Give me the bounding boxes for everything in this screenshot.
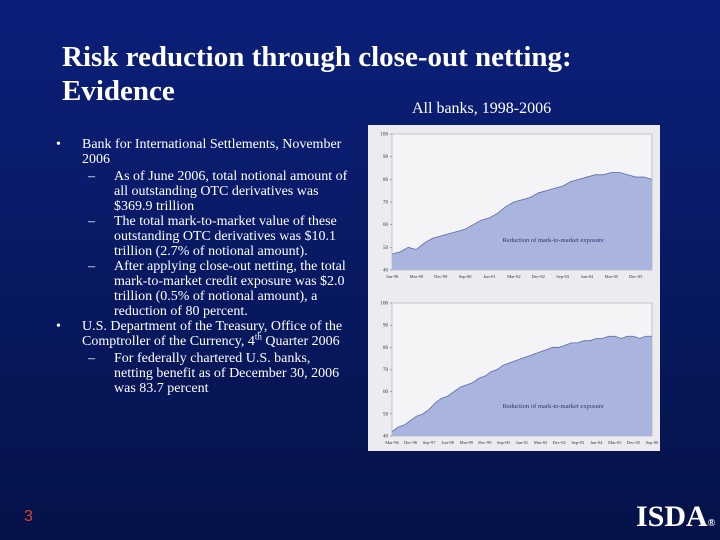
bullet-text: Quarter 2006 xyxy=(261,334,340,349)
annotation: Reduction of mark-to-market exposure xyxy=(503,403,604,410)
area-line xyxy=(391,335,652,432)
superscript: th xyxy=(254,331,262,342)
y-tick-label: 80 xyxy=(383,178,389,183)
area xyxy=(392,172,652,270)
page-number: 3 xyxy=(24,508,33,525)
sub-bullet: As of June 2006, total notional amount o… xyxy=(56,169,348,214)
x-tick-label: Dec-99 xyxy=(478,440,492,445)
x-tick-label: Sep-06 xyxy=(646,440,659,445)
slide-title: Risk reduction through close-out netting… xyxy=(62,41,572,107)
area xyxy=(392,336,652,436)
y-tick-label: 70 xyxy=(383,368,389,373)
x-tick-label: Jun-98 xyxy=(386,274,399,279)
bullet: Bank for International Settlements, Nove… xyxy=(56,137,348,167)
logo-mark: ® xyxy=(707,518,716,529)
x-tick-label: Jun-98 xyxy=(442,440,455,445)
x-tick-label: Jun-04 xyxy=(590,440,603,445)
y-tick-label: 50 xyxy=(383,246,389,251)
y-tick-label: 70 xyxy=(383,201,389,206)
x-tick-label: Mar-05 xyxy=(605,274,619,279)
logo: ISDA® xyxy=(636,500,715,534)
x-tick-label: Dec-02 xyxy=(553,440,566,445)
bullet-text: U.S. Department of the Treasury, Office … xyxy=(82,319,343,349)
sub-bullet: After applying close-out netting, the to… xyxy=(56,259,348,319)
x-tick-label: Sep-03 xyxy=(571,440,584,445)
subtitle: All banks, 1998-2006 xyxy=(412,100,552,117)
area-line xyxy=(391,172,653,255)
sub-bullet: The total mark-to-market value of these … xyxy=(56,214,348,259)
x-tick-label: Mar-96 xyxy=(385,440,399,445)
x-tick-label: Mar-99 xyxy=(460,440,474,445)
x-tick-label: Mar-02 xyxy=(534,440,547,445)
x-tick-label: Sep-00 xyxy=(459,274,472,279)
y-tick-label: 90 xyxy=(383,324,389,329)
bullet: U.S. Department of the Treasury, Office … xyxy=(56,319,348,349)
x-tick-label: Dec-05 xyxy=(627,440,641,445)
x-tick-label: Sep-03 xyxy=(556,274,569,279)
y-tick-label: 90 xyxy=(383,155,389,160)
x-tick-label: Jun-01 xyxy=(483,274,495,279)
y-tick-label: 50 xyxy=(383,412,389,417)
x-tick-label: Dec-99 xyxy=(434,274,448,279)
x-tick-label: Sep-00 xyxy=(497,440,510,445)
y-tick-label: 60 xyxy=(383,390,389,395)
x-tick-label: Jun-01 xyxy=(516,440,528,445)
y-tick-label: 60 xyxy=(383,223,389,228)
x-tick-label: Mar-05 xyxy=(608,440,622,445)
bullet-list: Bank for International Settlements, Nove… xyxy=(56,137,348,396)
x-tick-label: Dec-96 xyxy=(404,440,418,445)
y-tick-label: 100 xyxy=(381,302,389,307)
y-tick-label: 40 xyxy=(383,269,389,274)
y-tick-label: 80 xyxy=(383,346,389,351)
annotation: Reduction of mark-to-market exposure xyxy=(503,237,604,244)
x-tick-label: Dec-02 xyxy=(532,274,545,279)
y-tick-label: 100 xyxy=(381,133,389,138)
x-tick-label: Jun-04 xyxy=(581,274,594,279)
x-tick-label: Sep-97 xyxy=(423,440,436,445)
x-tick-label: Mar-02 xyxy=(507,274,520,279)
x-tick-label: Dec-05 xyxy=(629,274,643,279)
logo-text: ISDA xyxy=(636,500,708,533)
x-tick-label: Mar-99 xyxy=(410,274,424,279)
y-tick-label: 40 xyxy=(383,435,389,440)
sub-bullet: For federally chartered U.S. banks, nett… xyxy=(56,351,348,396)
